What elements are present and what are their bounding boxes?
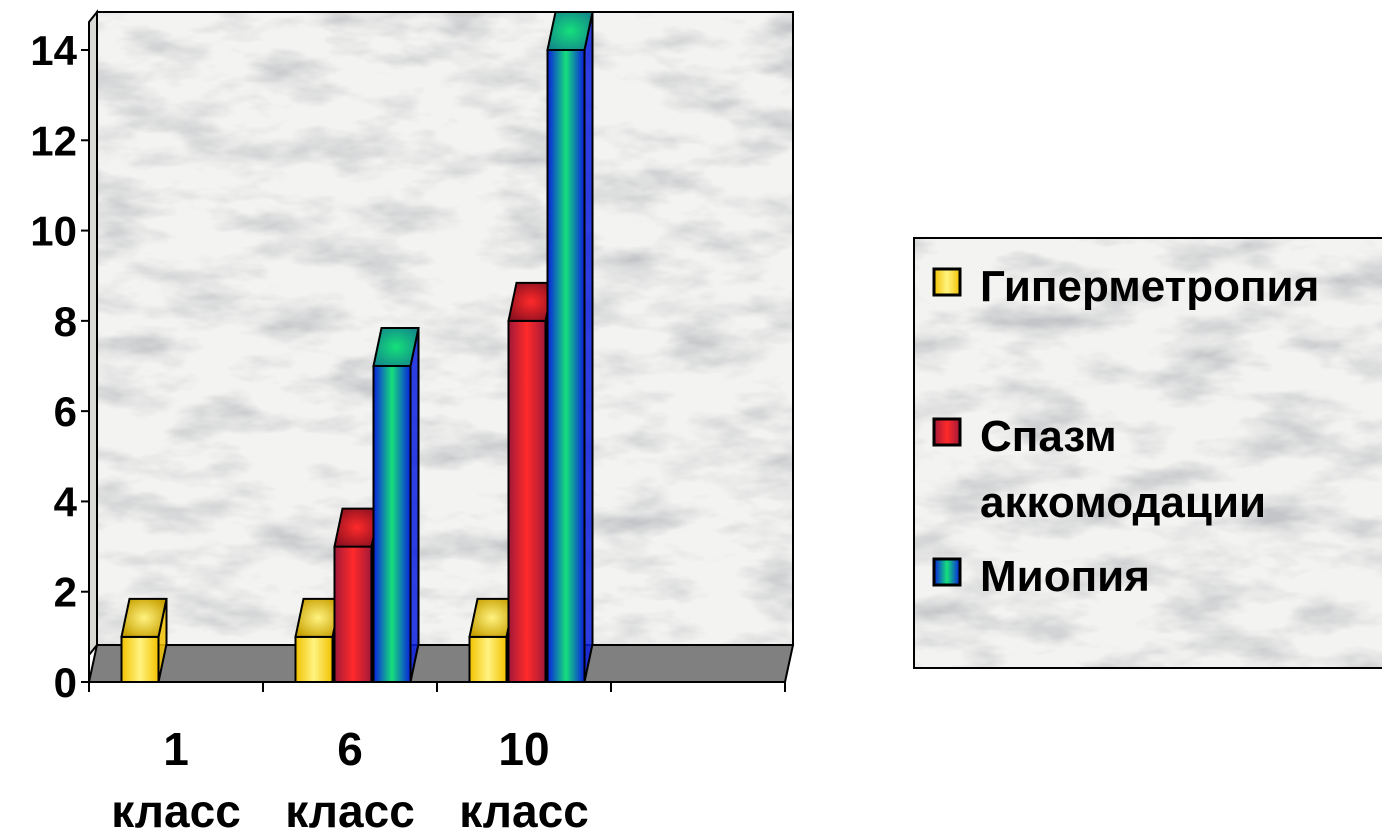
x-tick-label: 1 [163,723,189,775]
y-tick-label: 0 [54,659,77,706]
bar-hypermetropia [120,597,168,683]
x-tick-label: 6 [337,723,363,775]
legend-label: Миопия [980,552,1150,601]
x-tick-label: 10 [498,723,549,775]
legend: Гиперметропия Спазм аккомодации Миопия [913,237,1382,669]
legend-item-accommodation-spasm: Спазм аккомодации [932,412,1266,527]
x-axis-ticks: 1 класс 6 класс 10 класс [88,682,786,834]
legend-label: Гиперметропия [980,262,1319,311]
x-tick-label-line2: класс [111,785,241,834]
legend-item-hypermetropia: Гиперметропия [932,262,1319,311]
legend-swatch [932,557,962,587]
legend-label: Спазм [980,412,1117,461]
x-tick-label-line2: класс [459,785,589,834]
y-tick-label: 4 [54,478,78,525]
legend-swatch [932,417,962,447]
bars [120,11,594,683]
legend-swatch [932,267,962,297]
y-tick-label: 8 [54,298,77,345]
bar-myopia [546,11,594,683]
legend-item-myopia: Миопия [932,552,1150,601]
y-tick-label: 14 [30,27,77,74]
y-tick-label: 6 [54,388,77,435]
legend-label: аккомодации [980,478,1266,527]
bar-myopia [372,327,420,683]
plot-wall [88,9,794,658]
plot-floor [87,644,795,683]
y-tick-label: 12 [30,117,77,164]
y-axis-ticks: 0 2 4 6 8 10 12 14 [30,27,89,706]
legend-box [914,238,1382,668]
y-tick-label: 2 [54,569,77,616]
x-tick-label-line2: класс [285,785,415,834]
y-tick-label: 10 [30,208,77,255]
